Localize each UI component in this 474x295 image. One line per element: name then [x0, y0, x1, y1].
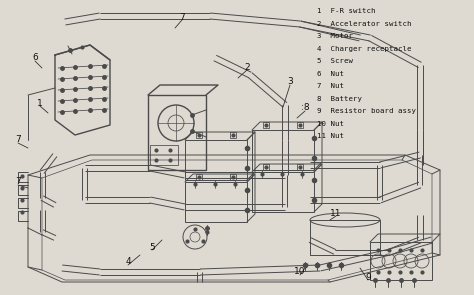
- Text: 6  Nut: 6 Nut: [317, 71, 344, 76]
- Text: :8: :8: [301, 104, 310, 112]
- Text: 3: 3: [287, 78, 293, 86]
- Bar: [297, 122, 303, 128]
- Bar: [185, 182, 247, 222]
- Text: 6: 6: [32, 53, 38, 63]
- Text: 10: 10: [294, 268, 306, 276]
- Text: 1: 1: [37, 99, 43, 107]
- Bar: [252, 172, 314, 212]
- Text: 11: 11: [330, 209, 342, 217]
- Bar: [263, 122, 269, 128]
- Text: 9: 9: [365, 273, 371, 281]
- Text: 7: 7: [15, 178, 21, 186]
- Bar: [252, 130, 314, 170]
- Bar: [370, 242, 432, 280]
- Bar: [230, 174, 236, 180]
- Text: 8  Battery: 8 Battery: [317, 96, 362, 101]
- Text: 4: 4: [125, 258, 131, 266]
- Bar: [230, 132, 236, 138]
- Text: 5  Screw: 5 Screw: [317, 58, 353, 64]
- Text: 2  Accelerator switch: 2 Accelerator switch: [317, 20, 411, 27]
- Text: 7: 7: [15, 135, 21, 145]
- Bar: [196, 174, 202, 180]
- Bar: [297, 164, 303, 170]
- Text: 7  Nut: 7 Nut: [317, 83, 344, 89]
- Text: 11 Nut: 11 Nut: [317, 133, 344, 139]
- Text: 2: 2: [244, 63, 250, 71]
- Bar: [185, 140, 247, 180]
- Bar: [150, 145, 178, 165]
- Text: 5: 5: [149, 242, 155, 252]
- Bar: [196, 132, 202, 138]
- Text: 10 Nut: 10 Nut: [317, 120, 344, 127]
- Bar: [263, 164, 269, 170]
- Text: 9  Resistor board assy: 9 Resistor board assy: [317, 108, 416, 114]
- Text: 1  F-R switch: 1 F-R switch: [317, 8, 375, 14]
- Text: 4  Charger receptacle: 4 Charger receptacle: [317, 45, 411, 52]
- Bar: [148, 95, 206, 170]
- Text: 3  Motor: 3 Motor: [317, 33, 353, 39]
- Text: 7: 7: [179, 12, 185, 22]
